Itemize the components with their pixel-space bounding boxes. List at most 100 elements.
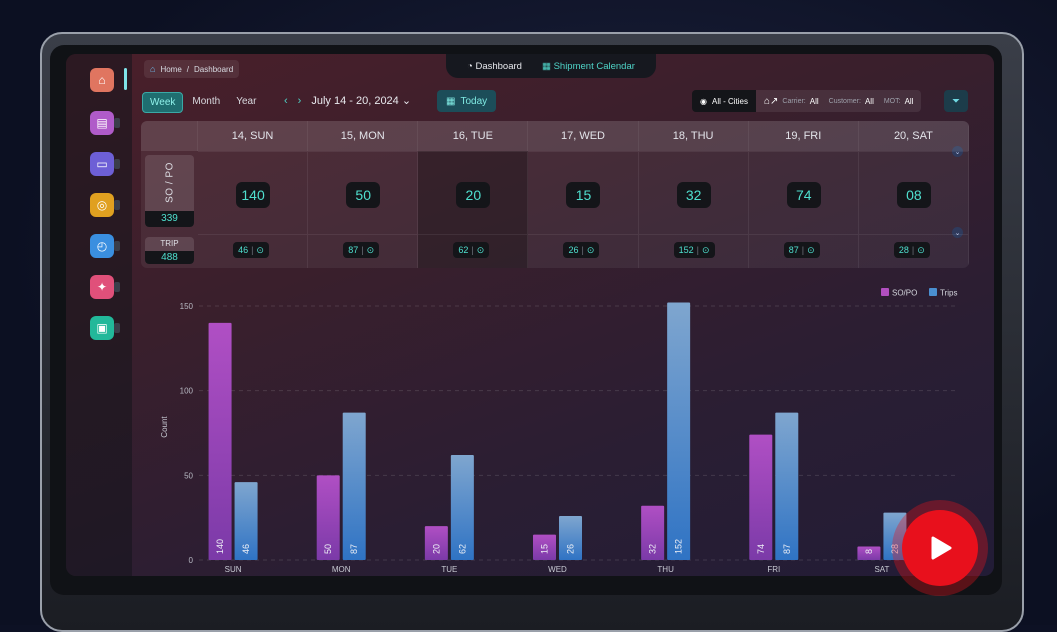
trip-count[interactable]: 46 | ⊙ xyxy=(233,242,269,258)
day-header: 17, WED xyxy=(528,121,639,151)
filter-group[interactable]: ⌂↗ Carrier: All Customer: All MOT: All xyxy=(756,90,922,112)
bar-value-label: 140 xyxy=(215,539,225,554)
trips-bar xyxy=(450,454,474,560)
sopo-day-cell[interactable]: 15 xyxy=(528,151,639,234)
calendar-check-icon[interactable]: ▣ xyxy=(90,316,114,340)
sopo-count[interactable]: 08 xyxy=(896,182,931,208)
y-tick-label: 100 xyxy=(180,387,194,396)
trips-bar xyxy=(342,412,366,560)
sopo-day-cell[interactable]: 140 xyxy=(198,151,309,234)
breadcrumb: ⌂ Home / Dashboard xyxy=(144,60,240,78)
collapse-sopo-icon[interactable]: ⌄ xyxy=(952,146,963,157)
trip-day-cell[interactable]: 87 | ⊙ xyxy=(308,234,419,268)
cities-filter-label: All - Cities xyxy=(711,96,748,106)
customer-value[interactable]: All xyxy=(864,96,874,106)
sopo-count[interactable]: 15 xyxy=(566,182,601,208)
sopo-day-cell[interactable]: 50 xyxy=(308,151,419,234)
date-navigator: ‹ › July 14 - 20, 2024 ⌄ xyxy=(284,94,412,108)
trips-bar xyxy=(775,412,799,560)
sopo-day-cell[interactable]: 32 xyxy=(638,151,749,234)
bar-value-label: 152 xyxy=(674,539,684,554)
x-tick-label: MON xyxy=(332,565,351,574)
location-pin-icon: ⊙ xyxy=(586,244,595,255)
x-tick-label: FRI xyxy=(767,565,780,574)
trip-day-cell[interactable]: 152 | ⊙ xyxy=(638,234,749,268)
monitor-icon[interactable]: ▭ xyxy=(90,152,114,176)
sidebar-active-indicator xyxy=(124,68,127,90)
sopo-row-label: SO / PO 339 xyxy=(145,155,194,227)
customer-label: Customer: xyxy=(828,97,861,105)
mot-value[interactable]: All xyxy=(904,96,914,106)
sopo-count[interactable]: 50 xyxy=(346,182,381,208)
sopo-bar xyxy=(533,534,556,560)
bar-value-label: 28 xyxy=(890,544,900,554)
sopo-count[interactable]: 140 xyxy=(236,182,271,208)
trip-value: 152 xyxy=(678,245,694,255)
trips-bar xyxy=(883,512,907,560)
trip-count[interactable]: 28 | ⊙ xyxy=(893,242,930,258)
trip-count[interactable]: 152 | ⊙ xyxy=(673,242,715,258)
collapse-trip-icon[interactable]: ⌄ xyxy=(952,227,963,238)
chevron-right-icon[interactable]: › xyxy=(297,94,302,107)
sopo-bar xyxy=(857,546,881,560)
filter-bar: ◉ All - Cities ⌂↗ Carrier: All Customer:… xyxy=(692,90,922,112)
chevron-left-icon[interactable]: ‹ xyxy=(284,94,288,107)
legend-sopo-swatch xyxy=(881,288,889,296)
bar-value-label: 87 xyxy=(782,544,792,554)
sopo-bar xyxy=(424,526,448,560)
target-icon[interactable]: ◎ xyxy=(90,193,114,217)
week-calendar: SO / PO 339 TRIP 488 ⌄ ⌄ 14, SUN 140 46 | ⊙ 1… xyxy=(141,121,969,268)
trip-count[interactable]: 62 | ⊙ xyxy=(453,242,490,258)
play-video-button[interactable] xyxy=(892,500,988,596)
sopo-count[interactable]: 32 xyxy=(676,182,711,208)
home-icon[interactable]: ⌂ xyxy=(90,68,114,92)
tab-year[interactable]: Year xyxy=(236,96,257,107)
home-breadcrumb-icon[interactable]: ⌂ xyxy=(150,64,156,74)
trips-bar xyxy=(234,482,258,560)
documents-icon[interactable]: ▤ xyxy=(90,111,114,135)
trip-day-cell[interactable]: 62 | ⊙ xyxy=(418,234,529,268)
y-tick-label: 0 xyxy=(189,556,194,565)
sopo-total: 339 xyxy=(145,211,194,227)
sopo-count[interactable]: 74 xyxy=(786,182,821,208)
sopo-day-cell[interactable]: 08 xyxy=(858,151,969,234)
sopo-count[interactable]: 20 xyxy=(456,182,491,208)
bar-value-label: 26 xyxy=(566,544,576,554)
tab-month[interactable]: Month xyxy=(192,96,221,107)
tab-dashboard[interactable]: ◔ Dashboard xyxy=(467,60,522,72)
today-button[interactable]: ▦ Today xyxy=(437,90,497,112)
trip-count[interactable]: 87 | ⊙ xyxy=(343,242,380,258)
breadcrumb-separator: / xyxy=(186,64,190,74)
y-axis-label: Count xyxy=(160,416,169,438)
tab-shipment-calendar[interactable]: ▦ Shipment Calendar xyxy=(541,60,635,72)
clock-globe-icon[interactable]: ◴ xyxy=(90,234,114,258)
trips-bar xyxy=(559,515,582,560)
trip-count[interactable]: 26 | ⊙ xyxy=(563,242,600,258)
legend-trips-swatch xyxy=(929,288,937,296)
calendar-icon: ▦ xyxy=(446,95,456,107)
legend-label: SO/PO xyxy=(892,289,917,298)
location-pin-icon: ⊙ xyxy=(807,244,815,255)
filter-funnel-icon[interactable]: ⏷ xyxy=(944,90,968,112)
sopo-bar xyxy=(316,475,340,560)
trip-day-cell[interactable]: 26 | ⊙ xyxy=(528,234,639,268)
tab-week[interactable]: Week xyxy=(142,92,184,113)
trip-day-cell[interactable]: 46 | ⊙ xyxy=(198,234,309,268)
handshake-icon[interactable]: ✦ xyxy=(90,275,114,299)
breadcrumb-home[interactable]: Home xyxy=(160,64,182,74)
trip-day-cell[interactable]: 87 | ⊙ xyxy=(748,234,859,268)
trip-day-cell[interactable]: 28 | ⊙ xyxy=(858,234,969,268)
location-pin-icon: ⊙ xyxy=(476,244,485,255)
trip-value: 62 xyxy=(458,245,469,255)
date-range-select[interactable]: July 14 - 20, 2024 ⌄ xyxy=(311,95,412,107)
day-header: 16, TUE xyxy=(418,121,529,151)
trip-count[interactable]: 87 | ⊙ xyxy=(783,242,820,258)
bar-value-label: 32 xyxy=(648,544,658,554)
sopo-day-cell[interactable]: 20 xyxy=(418,151,529,234)
sopo-day-cell[interactable]: 74 xyxy=(748,151,859,234)
app-screen: ⌂ ▤ ▭ ◎ ◴ ✦ ▣ ⌂ Home / Dashboard ◔ Dashb… xyxy=(66,54,994,576)
y-tick-label: 150 xyxy=(180,302,194,311)
carrier-value[interactable]: All xyxy=(809,96,819,106)
trip-total: 488 xyxy=(145,251,194,264)
cities-filter[interactable]: ◉ All - Cities xyxy=(692,90,756,112)
